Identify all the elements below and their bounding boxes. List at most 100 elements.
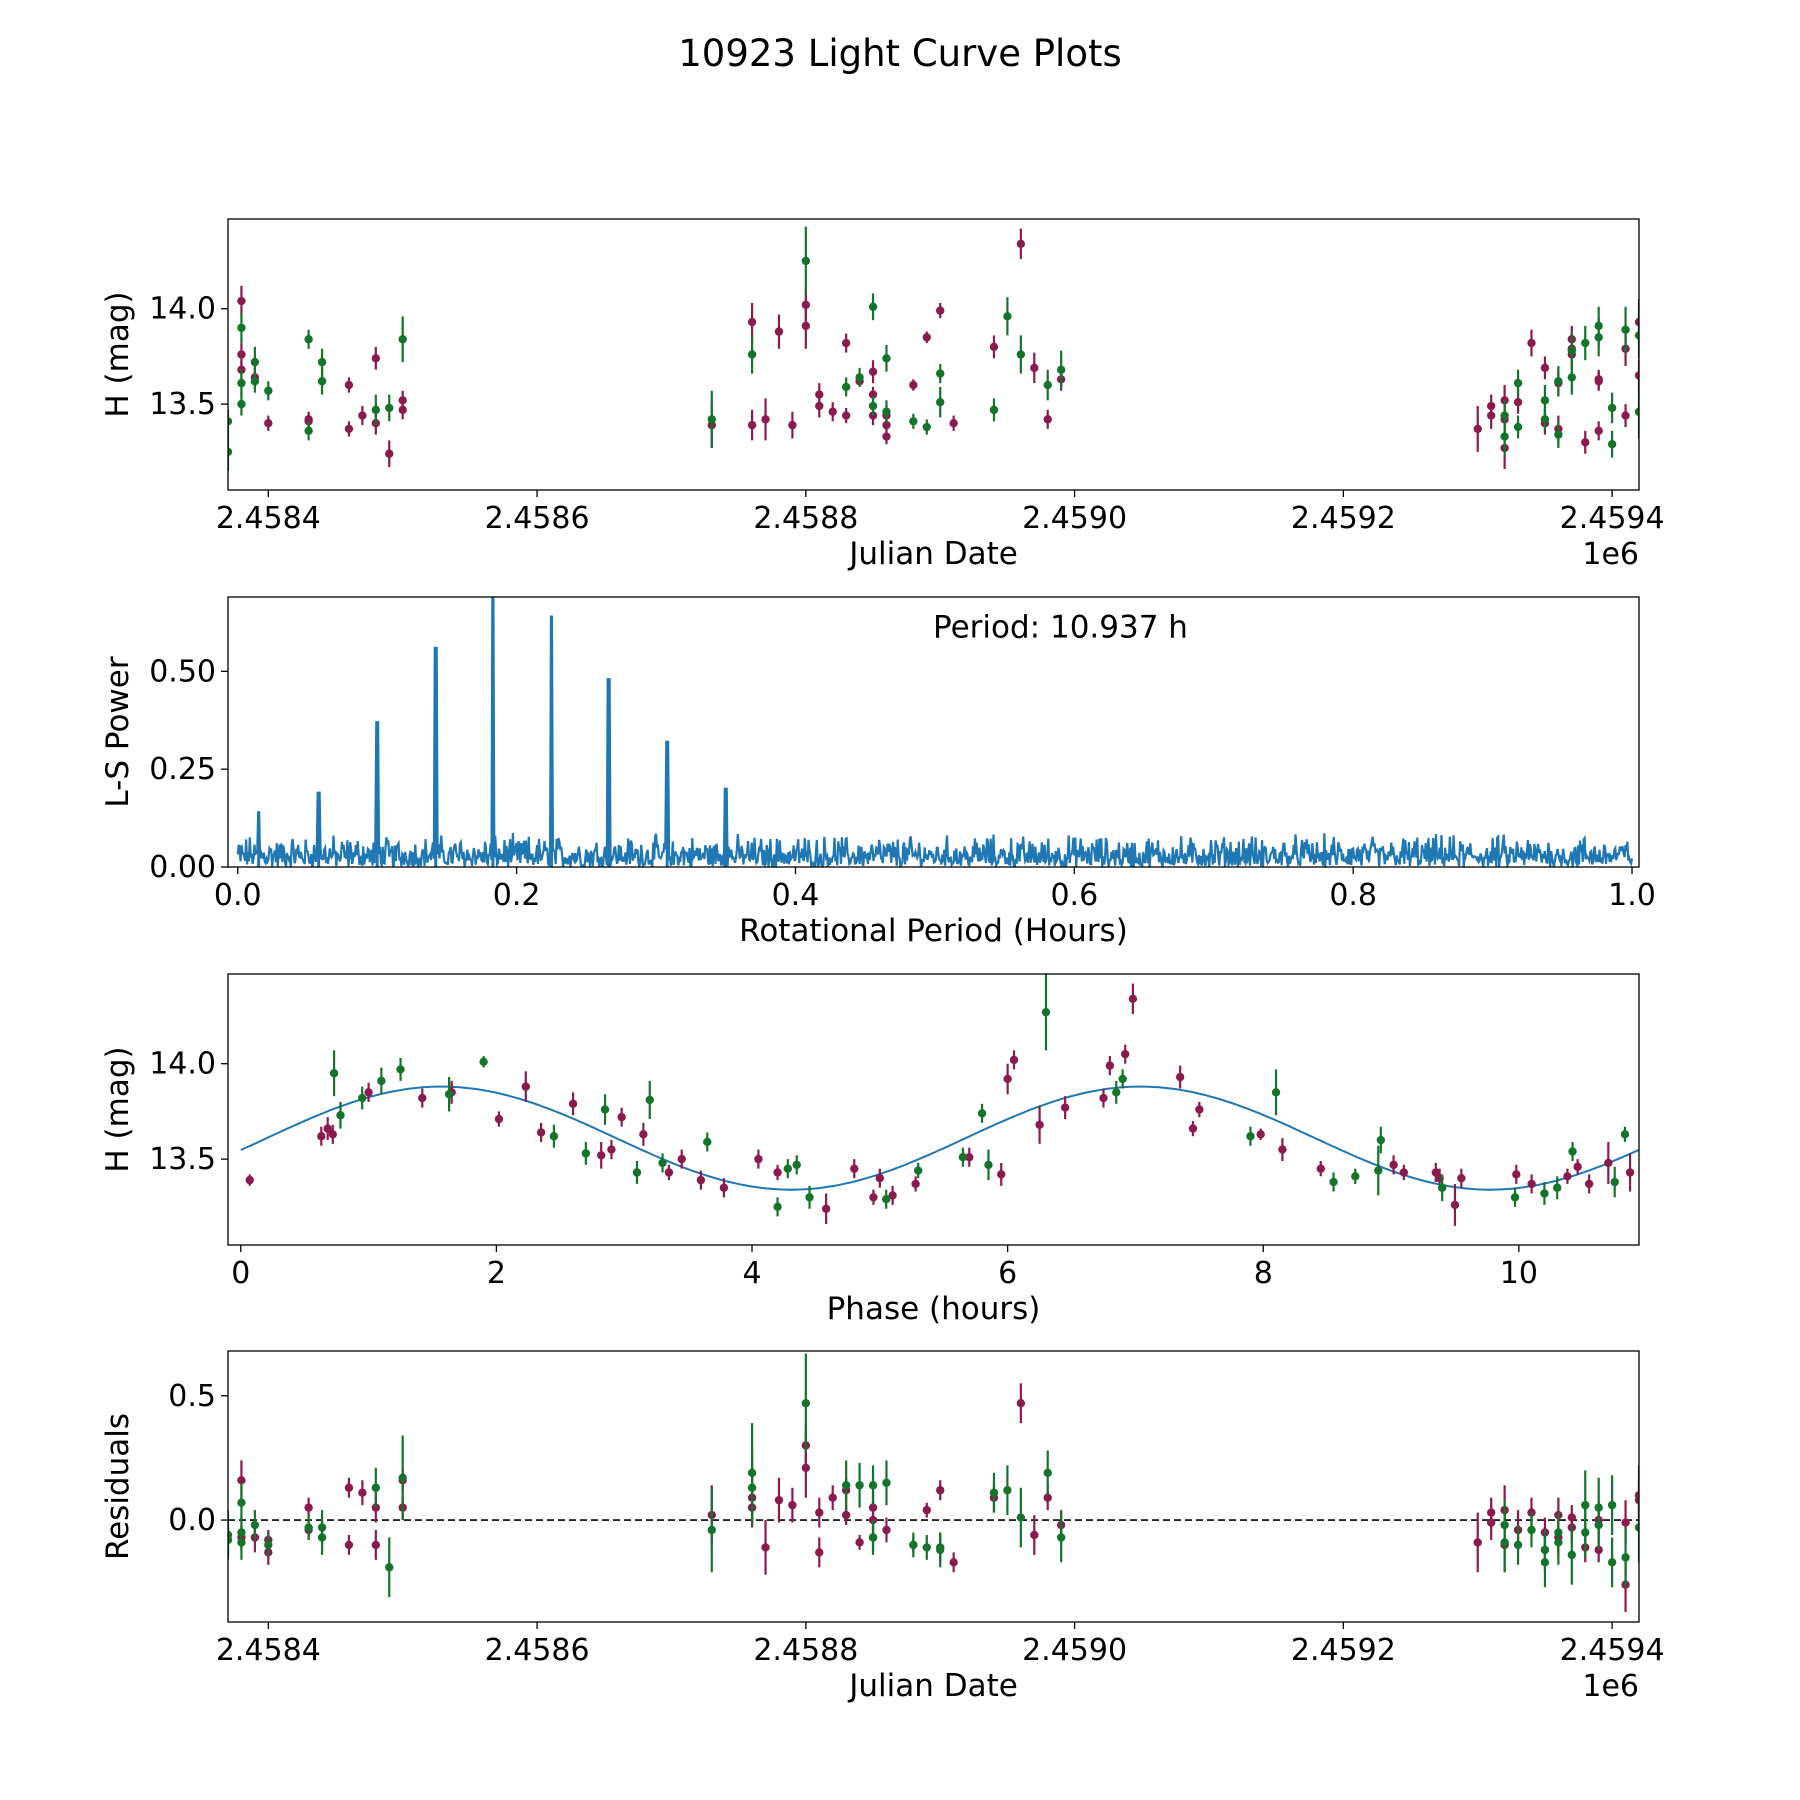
data-point <box>1607 439 1617 449</box>
data-point <box>805 1193 814 1202</box>
data-point <box>888 1191 897 1200</box>
data-point <box>1500 411 1509 420</box>
data-point <box>747 1468 757 1478</box>
data-point <box>1016 1399 1026 1408</box>
data-point <box>250 1520 260 1530</box>
data-point <box>1003 1074 1012 1084</box>
data-point <box>707 415 716 424</box>
data-point <box>828 1493 837 1502</box>
data-point <box>1399 1168 1409 1177</box>
data-point <box>1030 363 1039 373</box>
data-point <box>841 411 851 420</box>
axes-frame <box>227 973 1640 1246</box>
data-point <box>965 1153 974 1162</box>
data-point <box>875 1174 885 1183</box>
y-tick-label: 0.00 <box>149 850 216 885</box>
data-point <box>1513 1540 1523 1550</box>
data-point <box>909 380 918 390</box>
data-point <box>882 1478 891 1487</box>
data-point <box>868 401 878 411</box>
data-point <box>1016 239 1026 249</box>
data-point <box>398 335 407 344</box>
x-tick-label: 10 <box>1500 1256 1538 1291</box>
x-tick-label: 2.4594 <box>1560 1633 1665 1668</box>
data-point <box>911 1179 920 1189</box>
axes-frame <box>227 218 1640 491</box>
data-point <box>245 1175 254 1185</box>
y-tick-label: 14.0 <box>149 1047 216 1082</box>
data-point <box>868 367 878 376</box>
axes-frame <box>227 1350 1640 1623</box>
data-point <box>1620 1130 1630 1139</box>
data-point <box>1621 1553 1630 1562</box>
data-point <box>250 357 260 367</box>
data-point <box>418 1093 427 1103</box>
data-point <box>913 1166 923 1175</box>
data-point <box>1625 1168 1635 1177</box>
data-point <box>658 1158 667 1168</box>
data-point <box>228 1535 233 1545</box>
data-point <box>1513 378 1523 388</box>
data-point <box>1043 1468 1052 1478</box>
data-point <box>1099 1093 1108 1103</box>
x-tick-label: 2.4586 <box>485 501 590 536</box>
data-point <box>841 1481 851 1490</box>
plot-area-residuals <box>228 1353 1639 1613</box>
x-offset-label: 1e6 <box>1582 537 1639 572</box>
data-point <box>882 1525 891 1535</box>
data-point <box>385 449 394 458</box>
data-point <box>1128 994 1138 1004</box>
data-point <box>1581 338 1590 348</box>
data-point <box>868 1533 878 1542</box>
data-point <box>398 1473 407 1482</box>
data-point <box>1527 1525 1536 1535</box>
data-point <box>371 1540 381 1550</box>
data-point <box>1513 398 1523 407</box>
data-point <box>264 419 273 428</box>
data-point <box>855 1481 864 1490</box>
data-point <box>936 398 945 407</box>
data-point <box>989 342 999 352</box>
data-point <box>936 306 945 315</box>
data-point <box>632 1168 642 1177</box>
data-point <box>1604 1158 1613 1168</box>
data-point <box>1351 1172 1360 1181</box>
data-point <box>237 296 246 306</box>
data-point <box>1500 396 1509 405</box>
data-point <box>1016 350 1026 359</box>
data-point <box>336 1111 345 1120</box>
data-point <box>328 1130 338 1139</box>
x-axis-label: Julian Date <box>847 536 1018 572</box>
data-point <box>371 405 381 415</box>
data-point <box>329 1069 339 1078</box>
data-point <box>1553 1183 1562 1192</box>
data-point <box>868 390 878 399</box>
data-point <box>792 1160 801 1170</box>
data-point <box>1003 312 1012 321</box>
data-point <box>1621 325 1630 334</box>
data-point <box>1195 1105 1204 1114</box>
data-point <box>1573 1162 1582 1171</box>
data-point <box>922 422 931 432</box>
x-tick-label: 2.4584 <box>216 501 321 536</box>
data-point <box>1376 1135 1386 1145</box>
data-point <box>1581 438 1590 447</box>
data-point <box>1175 1072 1185 1082</box>
x-tick-label: 0.8 <box>1329 878 1377 913</box>
x-axis-label: Julian Date <box>847 1668 1018 1704</box>
data-point <box>344 1483 354 1492</box>
data-point <box>922 1505 931 1515</box>
data-point <box>1271 1088 1281 1097</box>
data-point <box>1316 1164 1325 1173</box>
data-point <box>801 321 811 331</box>
data-point <box>377 1076 386 1086</box>
data-point <box>761 415 770 424</box>
data-point <box>1607 1558 1617 1567</box>
data-point <box>1246 1132 1255 1141</box>
data-point <box>997 1170 1006 1179</box>
data-point <box>882 407 891 416</box>
data-point <box>237 1476 246 1485</box>
data-point <box>1540 396 1550 405</box>
panel-light-curve: 2.4584 2.4586 2.4588 2.4590 2.4592 2.4594 13.5… <box>100 218 1665 572</box>
data-point <box>1112 1088 1121 1097</box>
